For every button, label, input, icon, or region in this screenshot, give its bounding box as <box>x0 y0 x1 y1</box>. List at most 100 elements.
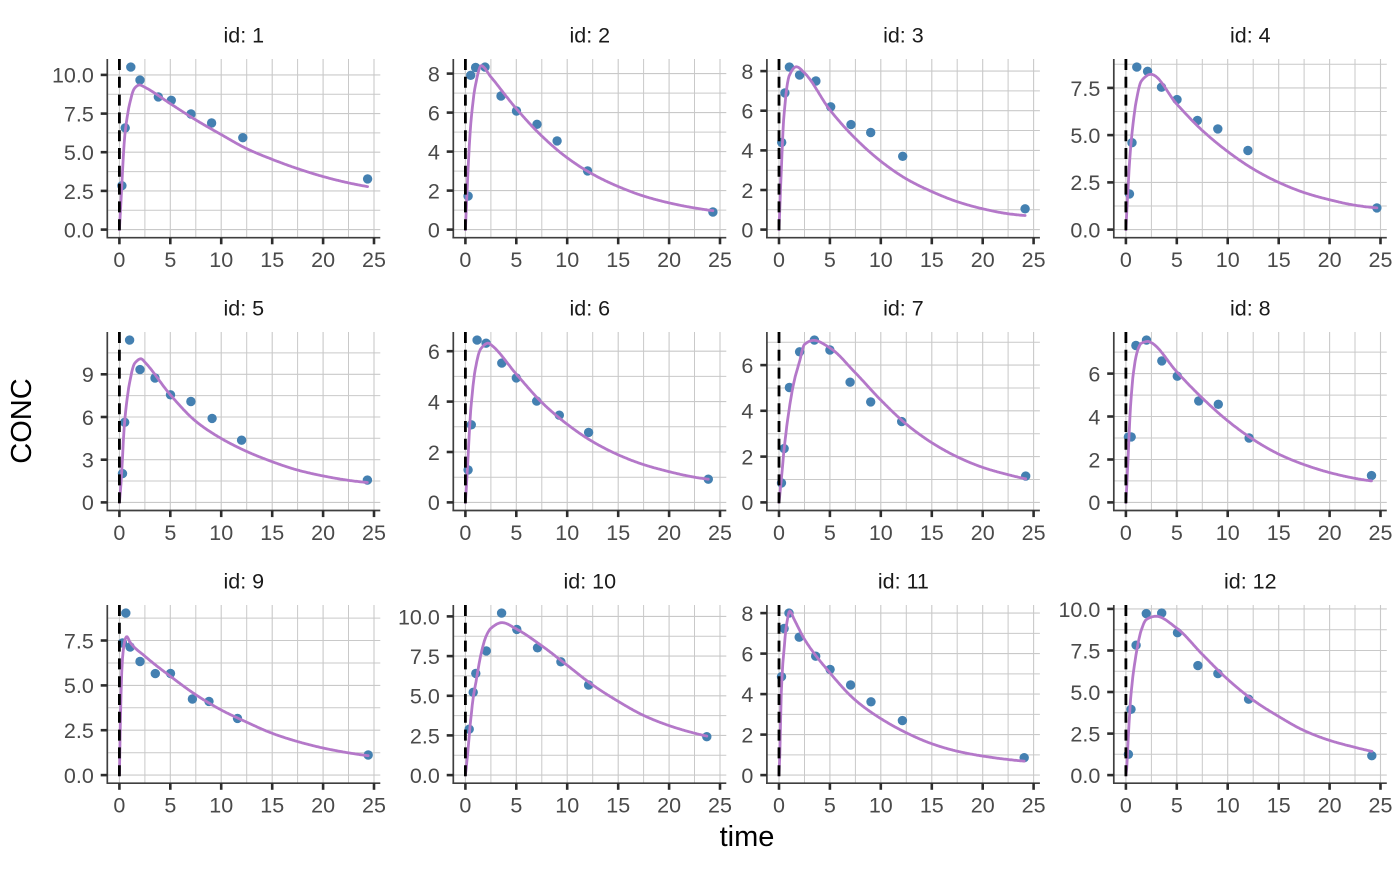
svg-text:5: 5 <box>1171 794 1183 818</box>
svg-text:15: 15 <box>920 794 944 818</box>
svg-text:7.5: 7.5 <box>410 645 440 669</box>
svg-text:6: 6 <box>82 406 94 430</box>
svg-text:8: 8 <box>741 602 753 626</box>
svg-text:15: 15 <box>1267 248 1291 272</box>
svg-text:25: 25 <box>1369 794 1393 818</box>
svg-text:4: 4 <box>741 139 753 163</box>
svg-text:2: 2 <box>741 446 753 470</box>
svg-text:3: 3 <box>82 449 94 473</box>
svg-text:6: 6 <box>428 101 440 125</box>
svg-text:id: 12: id: 12 <box>1224 570 1277 594</box>
svg-text:25: 25 <box>708 248 732 272</box>
svg-text:0.0: 0.0 <box>410 764 440 788</box>
svg-text:8: 8 <box>428 62 440 86</box>
svg-text:20: 20 <box>1318 521 1342 545</box>
svg-text:7.5: 7.5 <box>64 102 94 126</box>
svg-text:2: 2 <box>741 723 753 747</box>
svg-text:id: 6: id: 6 <box>569 297 610 321</box>
svg-text:20: 20 <box>971 248 995 272</box>
svg-text:id: 10: id: 10 <box>563 570 616 594</box>
svg-text:0: 0 <box>773 794 785 818</box>
svg-text:10: 10 <box>1216 794 1240 818</box>
svg-text:5: 5 <box>164 521 176 545</box>
svg-text:4: 4 <box>1088 405 1100 429</box>
svg-text:20: 20 <box>657 248 681 272</box>
svg-text:25: 25 <box>1022 521 1046 545</box>
svg-text:2.5: 2.5 <box>410 724 440 748</box>
svg-text:25: 25 <box>1369 521 1393 545</box>
svg-text:4: 4 <box>741 400 753 424</box>
svg-text:5.0: 5.0 <box>64 141 94 165</box>
svg-text:5: 5 <box>510 794 522 818</box>
svg-text:0: 0 <box>459 521 471 545</box>
svg-text:10: 10 <box>555 521 579 545</box>
svg-text:2: 2 <box>741 179 753 203</box>
svg-text:0: 0 <box>1120 521 1132 545</box>
svg-text:0: 0 <box>1088 491 1100 515</box>
svg-text:id: 4: id: 4 <box>1230 24 1271 48</box>
svg-text:10: 10 <box>555 248 579 272</box>
svg-text:0: 0 <box>773 248 785 272</box>
svg-text:10: 10 <box>869 794 893 818</box>
svg-text:0: 0 <box>1120 248 1132 272</box>
svg-text:0: 0 <box>741 491 753 515</box>
svg-text:20: 20 <box>311 794 335 818</box>
svg-text:25: 25 <box>708 521 732 545</box>
svg-text:20: 20 <box>311 521 335 545</box>
svg-text:0: 0 <box>1120 794 1132 818</box>
svg-text:15: 15 <box>260 521 284 545</box>
svg-text:5.0: 5.0 <box>1070 681 1100 705</box>
svg-text:0: 0 <box>113 521 125 545</box>
svg-text:5: 5 <box>164 794 176 818</box>
svg-text:25: 25 <box>1022 794 1046 818</box>
svg-text:id: 3: id: 3 <box>883 24 924 48</box>
svg-text:15: 15 <box>920 521 944 545</box>
svg-text:10.0: 10.0 <box>398 605 440 629</box>
svg-text:25: 25 <box>362 521 386 545</box>
svg-text:2: 2 <box>428 179 440 203</box>
svg-text:15: 15 <box>1267 794 1291 818</box>
svg-text:6: 6 <box>741 100 753 124</box>
svg-text:20: 20 <box>657 794 681 818</box>
svg-text:10: 10 <box>555 794 579 818</box>
svg-text:5: 5 <box>1171 248 1183 272</box>
svg-text:0: 0 <box>82 491 94 515</box>
svg-text:10.0: 10.0 <box>1058 598 1100 622</box>
svg-text:10: 10 <box>869 521 893 545</box>
svg-text:10: 10 <box>209 248 233 272</box>
svg-text:25: 25 <box>362 794 386 818</box>
svg-text:0.0: 0.0 <box>1070 218 1100 242</box>
svg-text:15: 15 <box>260 794 284 818</box>
svg-text:2.5: 2.5 <box>64 180 94 204</box>
svg-text:5.0: 5.0 <box>1070 124 1100 148</box>
svg-text:2: 2 <box>428 441 440 465</box>
svg-text:15: 15 <box>920 248 944 272</box>
svg-text:20: 20 <box>1318 794 1342 818</box>
svg-text:0: 0 <box>113 794 125 818</box>
svg-text:10: 10 <box>869 248 893 272</box>
svg-text:time: time <box>720 821 775 853</box>
svg-text:0.0: 0.0 <box>1070 764 1100 788</box>
svg-text:5: 5 <box>164 248 176 272</box>
svg-text:5.0: 5.0 <box>64 674 94 698</box>
svg-text:id: 8: id: 8 <box>1230 297 1271 321</box>
svg-text:15: 15 <box>606 794 630 818</box>
svg-text:0: 0 <box>428 491 440 515</box>
svg-text:5.0: 5.0 <box>410 685 440 709</box>
svg-text:15: 15 <box>1267 521 1291 545</box>
svg-text:20: 20 <box>657 521 681 545</box>
svg-text:0: 0 <box>741 764 753 788</box>
svg-text:20: 20 <box>311 248 335 272</box>
svg-text:0: 0 <box>773 521 785 545</box>
svg-text:25: 25 <box>362 248 386 272</box>
svg-text:25: 25 <box>1369 248 1393 272</box>
svg-text:id: 1: id: 1 <box>223 24 264 48</box>
svg-text:10: 10 <box>209 794 233 818</box>
svg-text:0.0: 0.0 <box>64 764 94 788</box>
svg-text:5: 5 <box>510 521 522 545</box>
svg-text:id: 9: id: 9 <box>223 570 264 594</box>
svg-text:10: 10 <box>1216 521 1240 545</box>
svg-text:0.0: 0.0 <box>64 218 94 242</box>
svg-text:5: 5 <box>824 248 836 272</box>
svg-text:6: 6 <box>741 642 753 666</box>
